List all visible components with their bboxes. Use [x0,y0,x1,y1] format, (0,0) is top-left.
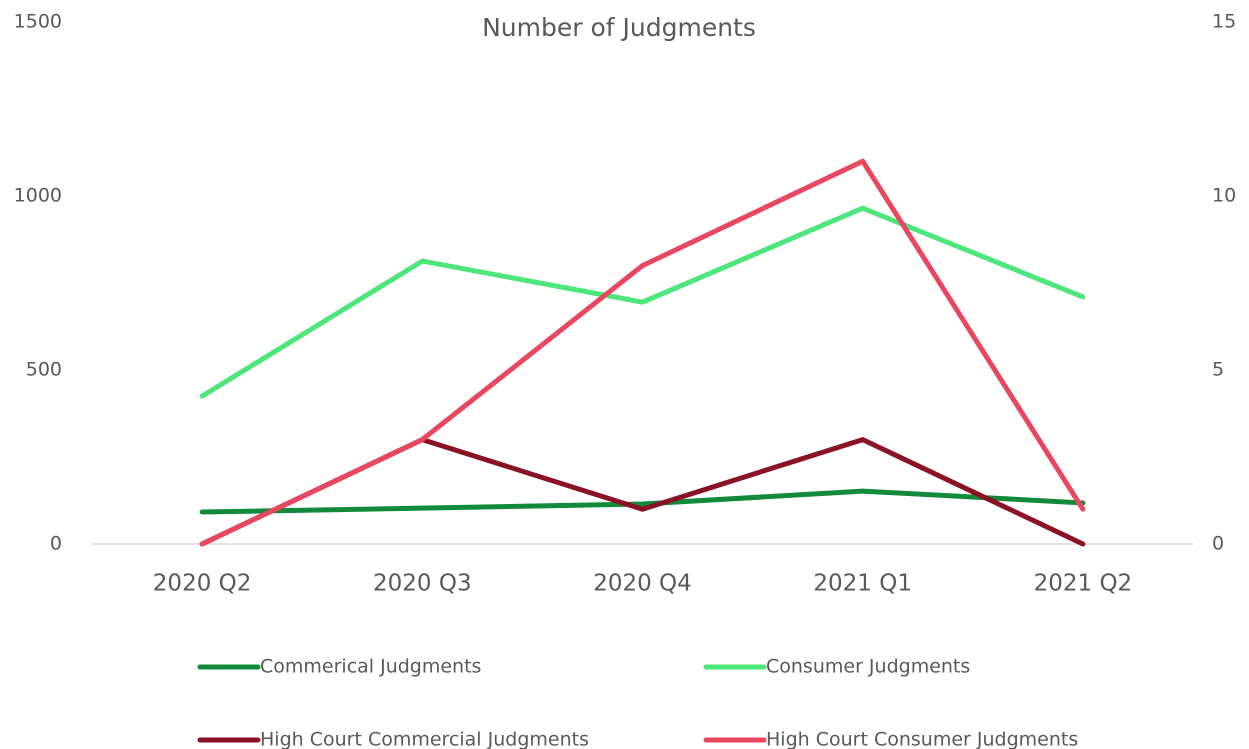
y-tick-label: 1500 [14,11,62,33]
x-tick-label: 2021 Q2 [1034,571,1133,597]
x-tick-label: 2020 Q3 [373,571,472,597]
series-line [199,205,1086,399]
y2-tick-label: 15 [1212,11,1236,33]
y-tick-label: 0 [50,533,62,555]
series-line [199,158,1086,547]
series-line [199,488,1086,515]
series-line [199,437,1086,547]
x-tick-label: 2020 Q4 [593,571,692,597]
legend-label: High Court Commercial Judgments [260,729,589,749]
y2-tick-label: 5 [1212,359,1224,381]
y2-tick-label: 0 [1212,533,1224,555]
x-tick-label: 2021 Q1 [813,571,912,597]
legend-label: Commerical Judgments [260,656,481,678]
y-tick-label: 1000 [14,185,62,207]
chart-title: Number of Judgments [482,13,756,42]
legend-label: Consumer Judgments [766,656,970,678]
x-tick-label: 2020 Q2 [153,571,252,597]
y-tick-label: 500 [26,359,62,381]
y2-tick-label: 10 [1212,185,1236,207]
legend-label: High Court Consumer Judgments [766,729,1078,749]
